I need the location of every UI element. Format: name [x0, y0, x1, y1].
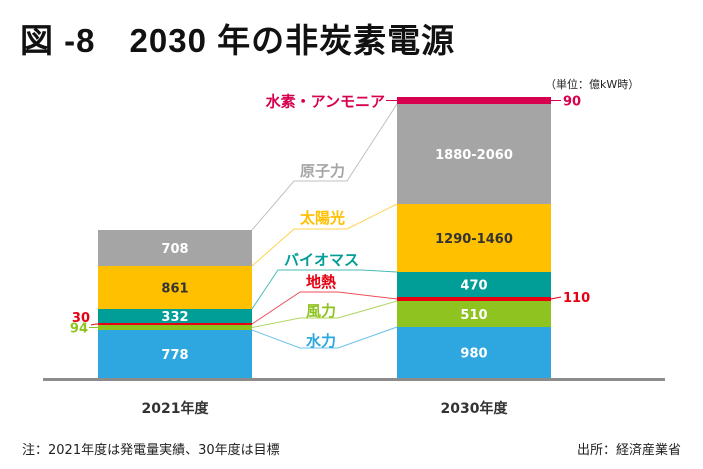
series-name-label: 風力 — [306, 302, 336, 320]
bar-segment-6-1 — [397, 97, 551, 104]
series-name-label: 地熱 — [306, 273, 336, 291]
bar-segment-4-0 — [98, 266, 252, 309]
series-name-label: 水素・アンモニア — [266, 93, 385, 111]
value-label: 1290-1460 — [435, 232, 513, 247]
leader-line — [251, 300, 398, 328]
value-label: 1880-2060 — [435, 148, 513, 163]
bar-segment-5-0 — [98, 230, 252, 266]
leader-line — [251, 326, 398, 349]
bar-segment-3-0 — [98, 309, 252, 323]
value-label: 510 — [460, 308, 487, 323]
bar-segment-0-0 — [98, 330, 252, 378]
footnote: 注：2021年度は発電量実績、30年度は目標 — [22, 443, 280, 458]
series-name-label: 水力 — [306, 332, 336, 350]
value-label: 980 — [460, 347, 487, 362]
value-label: 861 — [161, 282, 188, 297]
leader-line — [251, 203, 398, 267]
bar-segment-1-1 — [397, 301, 551, 327]
value-label: 332 — [161, 310, 188, 325]
bar-segment-5-1 — [397, 104, 551, 204]
bar-segment-2-0 — [98, 323, 252, 325]
value-label: 778 — [161, 348, 188, 363]
value-label-outside: 110 — [563, 291, 590, 306]
series-name-label: バイオマス — [284, 251, 359, 269]
bar-segment-3-1 — [397, 272, 551, 297]
category-label: 2021年度 — [142, 400, 210, 417]
bar-segment-2-1 — [397, 297, 551, 301]
leader-line — [550, 296, 562, 300]
value-label-outside: 94 — [70, 322, 88, 337]
value-label-outside: 90 — [563, 95, 581, 110]
leader-line — [251, 269, 398, 310]
leader-line — [90, 323, 98, 326]
series-name-label: 太陽光 — [300, 209, 345, 227]
leader-line — [251, 103, 398, 231]
bar-segment-4-1 — [397, 204, 551, 272]
x-axis-baseline — [43, 378, 665, 381]
series-name-label: 原子力 — [300, 162, 345, 180]
category-label: 2030年度 — [441, 400, 509, 417]
chart-title: 図 -8 2030 年の非炭素電源 — [20, 22, 456, 59]
value-label: 470 — [460, 279, 487, 294]
leader-line — [251, 291, 398, 325]
value-label-outside: 30 — [72, 311, 90, 326]
bar-segment-0-1 — [397, 327, 551, 378]
bar-segment-1-0 — [98, 325, 252, 330]
source-note: 出所：経済産業省 — [576, 443, 681, 458]
unit-label: （単位：億kW時） — [545, 78, 640, 91]
value-label: 708 — [161, 242, 188, 257]
